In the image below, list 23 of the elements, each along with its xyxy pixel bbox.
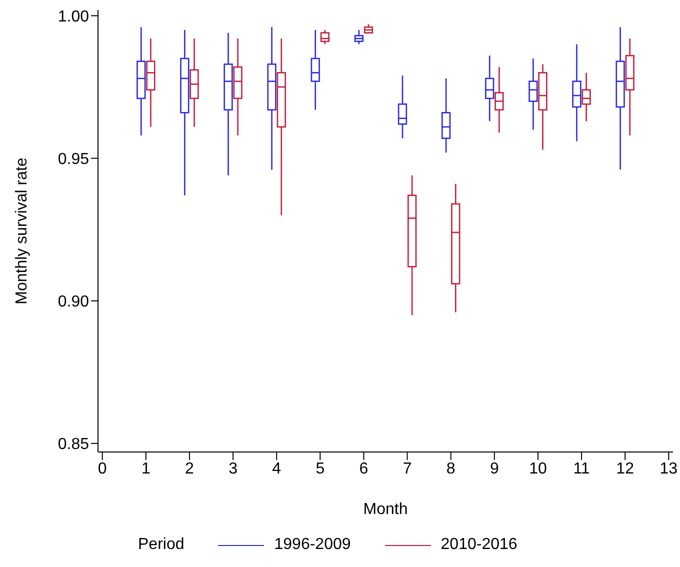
x-tick-label: 10 bbox=[529, 460, 547, 478]
x-tick-label: 8 bbox=[446, 460, 456, 478]
legend-label: 2010-2016 bbox=[440, 536, 518, 554]
x-tick-label: 11 bbox=[573, 460, 590, 478]
x-tick-label: 5 bbox=[316, 460, 325, 478]
x-tick-label: 12 bbox=[616, 460, 634, 478]
x-tick-label: 3 bbox=[228, 460, 238, 478]
y-tick-label: 0.90 bbox=[58, 294, 90, 311]
legend-label: 1996-2009 bbox=[274, 536, 351, 554]
x-tick-label: 1 bbox=[141, 460, 150, 478]
y-axis-title: Monthly survival rate bbox=[14, 158, 30, 304]
x-axis-title: Month bbox=[363, 501, 408, 518]
x-tick-label: 2 bbox=[185, 460, 194, 478]
x-tick-label: 0 bbox=[98, 460, 107, 478]
legend-title: Period bbox=[138, 536, 184, 554]
x-tick-label: 13 bbox=[660, 460, 678, 478]
x-tick-label: 4 bbox=[272, 460, 282, 478]
x-tick-label: 9 bbox=[490, 460, 499, 478]
y-tick-label: 0.85 bbox=[58, 436, 90, 454]
x-tick-label: 6 bbox=[359, 460, 368, 478]
x-tick-label: 7 bbox=[402, 460, 412, 478]
y-tick-label: 1.00 bbox=[58, 8, 90, 26]
y-tick-label: 0.95 bbox=[58, 150, 90, 168]
